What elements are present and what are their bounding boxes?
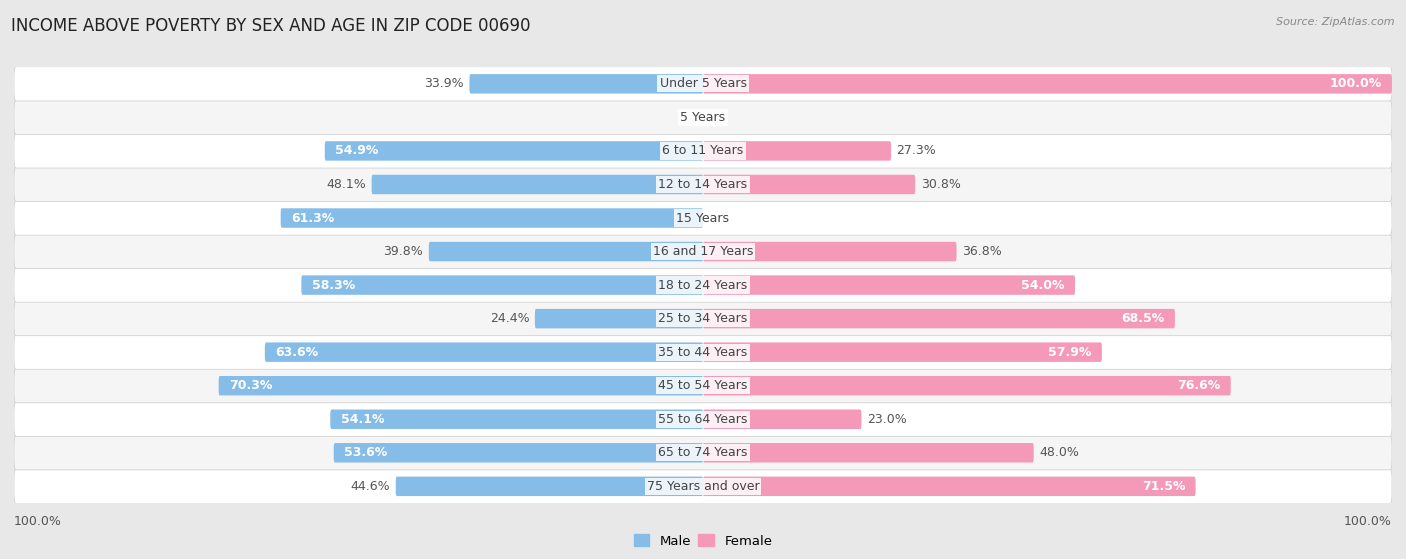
FancyBboxPatch shape	[703, 74, 1392, 93]
FancyBboxPatch shape	[281, 209, 703, 228]
FancyBboxPatch shape	[14, 301, 1392, 336]
Text: 33.9%: 33.9%	[425, 77, 464, 91]
FancyBboxPatch shape	[371, 175, 703, 194]
FancyBboxPatch shape	[703, 343, 1102, 362]
Text: 76.6%: 76.6%	[1177, 379, 1220, 392]
FancyBboxPatch shape	[703, 443, 1033, 462]
FancyBboxPatch shape	[14, 100, 1392, 135]
Text: 71.5%: 71.5%	[1142, 480, 1185, 493]
FancyBboxPatch shape	[703, 141, 891, 160]
Text: Source: ZipAtlas.com: Source: ZipAtlas.com	[1277, 17, 1395, 27]
Text: 30.8%: 30.8%	[921, 178, 960, 191]
FancyBboxPatch shape	[14, 268, 1392, 302]
Text: 63.6%: 63.6%	[276, 345, 318, 359]
Text: 100.0%: 100.0%	[14, 515, 62, 528]
Text: 70.3%: 70.3%	[229, 379, 273, 392]
Text: 36.8%: 36.8%	[962, 245, 1002, 258]
FancyBboxPatch shape	[333, 443, 703, 462]
Text: 45 to 54 Years: 45 to 54 Years	[658, 379, 748, 392]
Text: 25 to 34 Years: 25 to 34 Years	[658, 312, 748, 325]
Text: 54.0%: 54.0%	[1021, 278, 1064, 292]
Text: 75 Years and over: 75 Years and over	[647, 480, 759, 493]
FancyBboxPatch shape	[470, 74, 703, 93]
Text: 39.8%: 39.8%	[384, 245, 423, 258]
Text: 12 to 14 Years: 12 to 14 Years	[658, 178, 748, 191]
FancyBboxPatch shape	[703, 477, 1195, 496]
Text: 48.1%: 48.1%	[326, 178, 366, 191]
FancyBboxPatch shape	[325, 141, 703, 160]
FancyBboxPatch shape	[14, 167, 1392, 202]
Text: INCOME ABOVE POVERTY BY SEX AND AGE IN ZIP CODE 00690: INCOME ABOVE POVERTY BY SEX AND AGE IN Z…	[11, 17, 530, 35]
Text: 68.5%: 68.5%	[1122, 312, 1164, 325]
FancyBboxPatch shape	[429, 242, 703, 261]
Text: 15 Years: 15 Years	[676, 211, 730, 225]
FancyBboxPatch shape	[14, 335, 1392, 369]
Text: 24.4%: 24.4%	[489, 312, 530, 325]
Text: 6 to 11 Years: 6 to 11 Years	[662, 144, 744, 158]
FancyBboxPatch shape	[301, 276, 703, 295]
Text: 58.3%: 58.3%	[312, 278, 354, 292]
Text: 16 and 17 Years: 16 and 17 Years	[652, 245, 754, 258]
FancyBboxPatch shape	[14, 435, 1392, 470]
FancyBboxPatch shape	[14, 134, 1392, 168]
FancyBboxPatch shape	[534, 309, 703, 328]
Text: 18 to 24 Years: 18 to 24 Years	[658, 278, 748, 292]
FancyBboxPatch shape	[14, 234, 1392, 269]
Text: Under 5 Years: Under 5 Years	[659, 77, 747, 91]
FancyBboxPatch shape	[330, 410, 703, 429]
FancyBboxPatch shape	[703, 276, 1076, 295]
Text: 54.1%: 54.1%	[340, 413, 384, 426]
Text: 27.3%: 27.3%	[897, 144, 936, 158]
Text: 5 Years: 5 Years	[681, 111, 725, 124]
FancyBboxPatch shape	[14, 201, 1392, 235]
Text: 48.0%: 48.0%	[1039, 446, 1078, 459]
Legend: Male, Female: Male, Female	[628, 529, 778, 553]
Text: 61.3%: 61.3%	[291, 211, 335, 225]
FancyBboxPatch shape	[14, 67, 1392, 101]
Text: 65 to 74 Years: 65 to 74 Years	[658, 446, 748, 459]
FancyBboxPatch shape	[703, 175, 915, 194]
Text: 100.0%: 100.0%	[1329, 77, 1382, 91]
FancyBboxPatch shape	[703, 242, 956, 261]
FancyBboxPatch shape	[219, 376, 703, 395]
FancyBboxPatch shape	[14, 368, 1392, 403]
FancyBboxPatch shape	[703, 376, 1230, 395]
Text: 44.6%: 44.6%	[350, 480, 391, 493]
Text: 23.0%: 23.0%	[868, 413, 907, 426]
Text: 35 to 44 Years: 35 to 44 Years	[658, 345, 748, 359]
Text: 57.9%: 57.9%	[1049, 345, 1091, 359]
Text: 55 to 64 Years: 55 to 64 Years	[658, 413, 748, 426]
Text: 100.0%: 100.0%	[1344, 515, 1392, 528]
Text: 53.6%: 53.6%	[344, 446, 387, 459]
FancyBboxPatch shape	[703, 309, 1175, 328]
FancyBboxPatch shape	[703, 410, 862, 429]
FancyBboxPatch shape	[264, 343, 703, 362]
FancyBboxPatch shape	[14, 469, 1392, 504]
Text: 54.9%: 54.9%	[335, 144, 378, 158]
FancyBboxPatch shape	[395, 477, 703, 496]
FancyBboxPatch shape	[14, 402, 1392, 437]
